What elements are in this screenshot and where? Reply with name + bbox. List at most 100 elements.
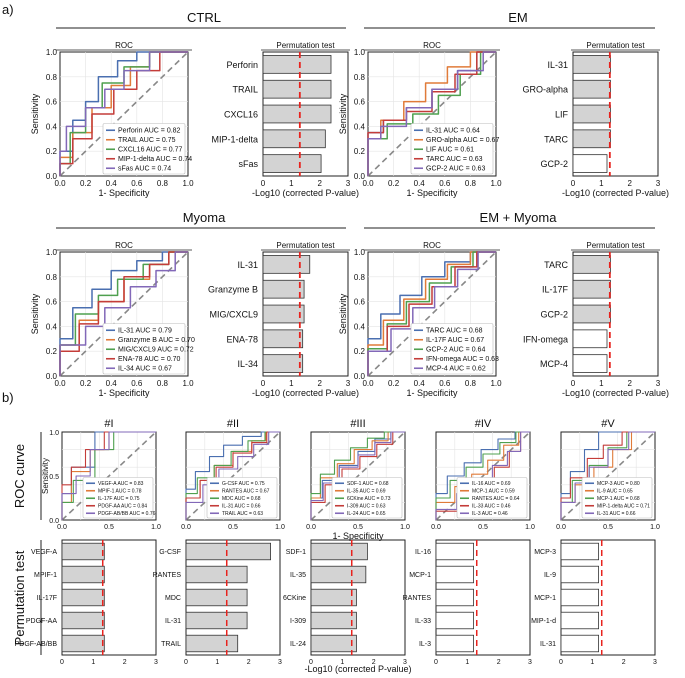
- roc-y-tick-label: 0.6: [46, 298, 58, 307]
- roc-series-2: [310, 431, 405, 520]
- legend-entry: IL-31 AUC = 0.64: [426, 128, 480, 135]
- roc-series-0: [435, 431, 530, 520]
- legend-entry: SDF-1 AUC = 0.68: [347, 481, 389, 487]
- roc-y-tick-label: 0.2: [46, 147, 58, 156]
- roc-x-tick-label: 0.5: [228, 524, 238, 531]
- perm-bar: [572, 129, 611, 149]
- perm-category-label: PDGF-AB/BB: [15, 641, 58, 648]
- roc-x-tick-label: 0.0: [306, 524, 316, 531]
- roc-curve-side-label: ROC curve: [12, 444, 27, 508]
- chart-b5: #V 0.0 0.5 1.0 MCP-3 AUC = 0.80 IL-9 AUC = 0.…: [531, 418, 660, 666]
- perm-x-tick-label: 0: [184, 659, 188, 666]
- roc-x-tick-label: 0.4: [414, 179, 426, 188]
- roc-series-2: [435, 431, 530, 520]
- roc-x-tick-label: 1.0: [400, 524, 410, 531]
- roc-y-tick-label: 0.6: [354, 298, 366, 307]
- roc-subtitle: ROC: [115, 41, 133, 50]
- roc-x-tick-label: 0.0: [431, 524, 441, 531]
- roc-x-tick-label: 0.4: [414, 379, 426, 388]
- perm-bar: [572, 79, 611, 99]
- perm-bar: [262, 329, 304, 349]
- perm-subtitle: Permutation test: [276, 241, 335, 250]
- perm-category-label: IL-16: [415, 549, 431, 556]
- perm-bar: [262, 79, 332, 99]
- perm-category-label: MCP-4: [540, 359, 568, 369]
- perm-bar: [572, 55, 611, 74]
- legend-entry: MIP-1-delta AUC = 0.74: [118, 156, 192, 163]
- perm-x-tick-label: 3: [403, 659, 407, 666]
- perm-category-label: GCP-2: [540, 310, 568, 320]
- perm-bar: [262, 255, 311, 274]
- perm-x-tick-label: 3: [656, 179, 661, 188]
- roc-y-tick-label: 0.2: [46, 347, 58, 356]
- roc-y-axis-label: Sensitivity: [338, 293, 348, 334]
- roc-x-tick-label: 0.8: [465, 379, 477, 388]
- chart-b1: #I 0.0 0.5 1.0 0.0 0.5 1.0 VEGF-A AUC = 0.83 MPI…: [15, 418, 161, 666]
- legend-entry: sFas AUC = 0.74: [118, 166, 171, 173]
- chart-ctrl: CTRL ROC Permutation test 0.0 0.2 0.4 0.6 0.8 1.…: [30, 10, 359, 198]
- perm-subtitle: Permutation test: [276, 41, 335, 50]
- roc-chance-diagonal: [310, 431, 406, 521]
- perm-x-tick-label: 1: [215, 659, 219, 666]
- roc-x-tick-label: 1.0: [490, 179, 502, 188]
- legend-entry: IFN-omega AUC = 0.63: [426, 356, 499, 363]
- perm-x-tick-label: 2: [317, 179, 322, 188]
- perm-x-axis-label: -Log10 (corrected P-value): [252, 388, 359, 398]
- perm-bar: [560, 565, 599, 584]
- chart-title: #I: [104, 418, 113, 430]
- perm-x-tick-label: 3: [154, 659, 158, 666]
- perm-bar: [262, 154, 322, 173]
- roc-x-tick-label: 0.0: [57, 524, 67, 531]
- legend-entry: RANTES AUC = 0.67: [222, 489, 270, 495]
- perm-bar: [310, 542, 368, 561]
- perm-x-tick-label: 2: [123, 659, 127, 666]
- perm-bar: [435, 565, 474, 584]
- perm-x-tick-label: 0: [571, 179, 576, 188]
- roc-y-tick-label: 0.4: [46, 122, 58, 131]
- chart-b2: #II 0.0 0.5 1.0 G-CSF AUC = 0.75 RANTES AUC =…: [153, 418, 285, 666]
- roc-series-3: [59, 251, 188, 376]
- roc-x-tick-label: 0.2: [388, 179, 400, 188]
- roc-y-axis-label: Sensitivity: [30, 293, 40, 334]
- roc-series-3: [310, 431, 405, 520]
- perm-category-label: MDC: [165, 595, 181, 602]
- legend-entry: TARC AUC = 0.68: [426, 328, 483, 335]
- roc-x-tick-label: 0.5: [104, 524, 114, 531]
- roc-chance-diagonal: [185, 431, 281, 521]
- perm-category-label: SDF-1: [286, 549, 306, 556]
- chart-b4: #IV 0.0 0.5 1.0 IL-16 AUC = 0.69 MCP-1 AUC = …: [403, 418, 535, 666]
- roc-series-2: [367, 51, 496, 176]
- legend-entry: IL-31 AUC = 0.79: [118, 328, 172, 335]
- roc-y-tick-label: 1.0: [46, 48, 58, 57]
- roc-y-tick-label: 1.0: [49, 430, 59, 437]
- legend-entry: GCP-2 AUC = 0.63: [426, 166, 485, 173]
- legend-entry: MDC AUC = 0.68: [222, 496, 261, 502]
- perm-category-label: IL-35: [290, 572, 306, 579]
- roc-y-tick-label: 0.0: [49, 518, 59, 525]
- perm-category-label: GRO-alpha: [522, 85, 568, 95]
- perm-x-tick-label: 0: [559, 659, 563, 666]
- roc-legend-box: [206, 477, 278, 519]
- roc-series-0: [59, 251, 188, 376]
- roc-x-tick-label: 0.5: [603, 524, 613, 531]
- roc-x-tick-label: 0.4: [106, 179, 118, 188]
- perm-bar: [61, 565, 105, 584]
- perm-bar: [560, 588, 599, 607]
- perm-bar: [572, 104, 611, 124]
- roc-subtitle: ROC: [115, 241, 133, 250]
- roc-series-4: [310, 431, 405, 520]
- legend-entry: IL-33 AUC = 0.46: [472, 504, 511, 510]
- roc-series-3: [560, 431, 655, 520]
- roc-legend-box: [456, 477, 528, 519]
- roc-y-axis-label: Sensitivity: [338, 93, 348, 134]
- chart-title: CTRL: [187, 10, 221, 25]
- perm-x-tick-label: 1: [91, 659, 95, 666]
- perm-x-tick-label: 3: [346, 179, 351, 188]
- perm-category-label: IL-3: [419, 641, 431, 648]
- perm-bar: [572, 255, 611, 274]
- chart-title: #III: [350, 418, 365, 430]
- roc-y-tick-label: 0.0: [354, 372, 366, 381]
- perm-bar: [310, 588, 357, 607]
- roc-x-axis-label: 1- Specificity: [406, 188, 458, 198]
- roc-x-tick-label: 1.0: [182, 379, 194, 388]
